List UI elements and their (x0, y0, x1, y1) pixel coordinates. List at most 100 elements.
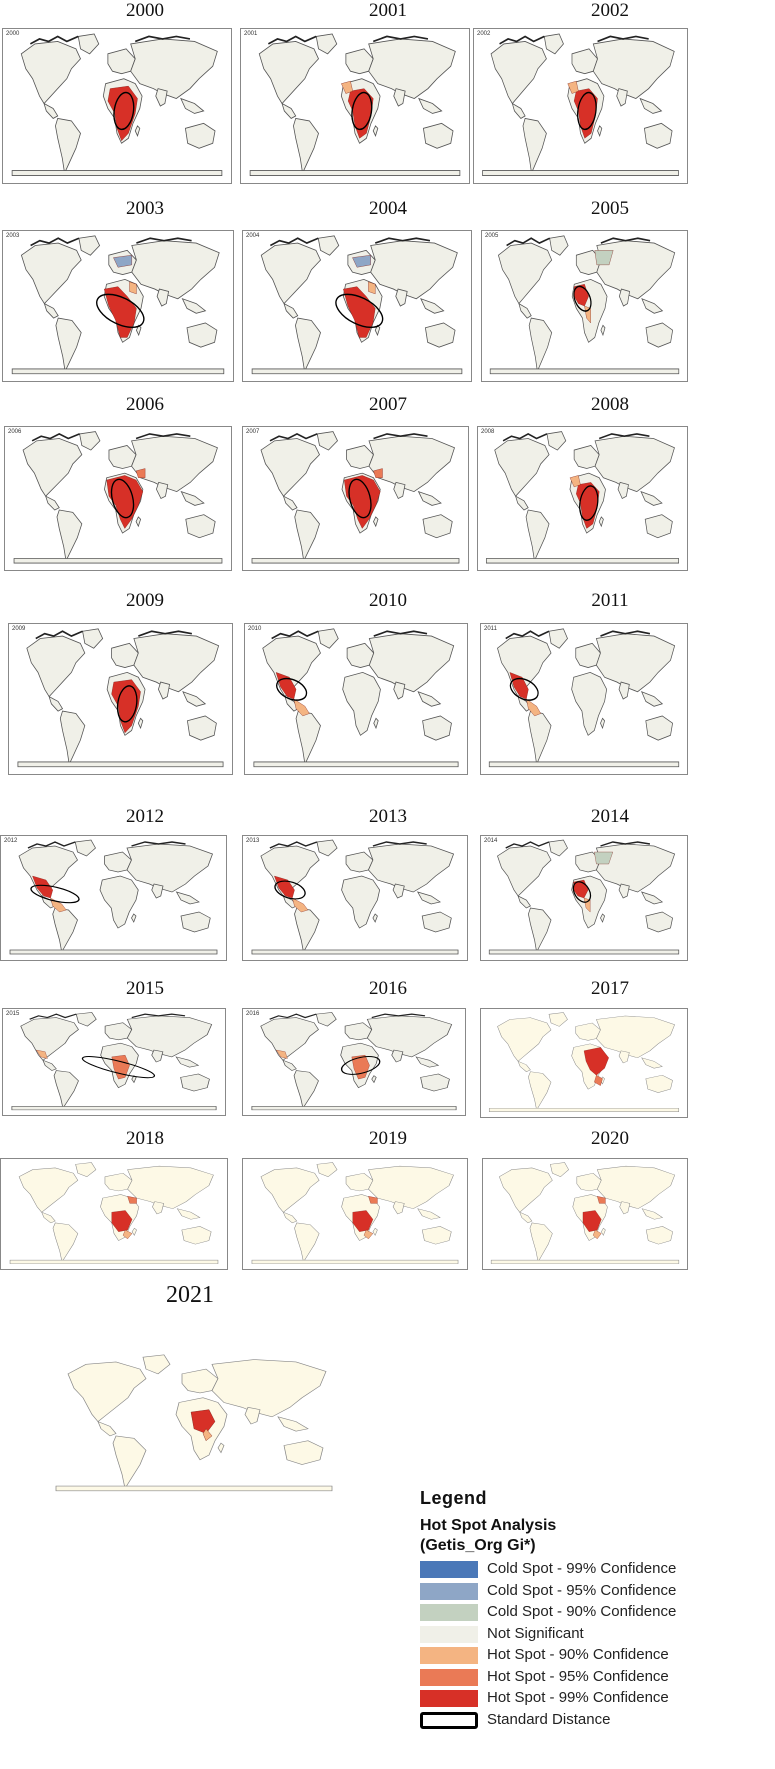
year-label: 2018 (126, 1128, 164, 1149)
world-map (9, 839, 218, 955)
land-camerica (282, 495, 298, 511)
hotspot-region (592, 1229, 602, 1240)
land-europe (346, 642, 375, 668)
land-camerica (517, 895, 531, 909)
land-antarctica (490, 1259, 680, 1264)
land-seasia (640, 891, 664, 905)
panel-year-caption: 2015 (6, 1011, 20, 1017)
land-greenland (82, 628, 104, 649)
land-europe (575, 249, 602, 275)
year-label: 2008 (591, 394, 629, 415)
hotspot-region (583, 1047, 609, 1076)
land-samerica (55, 117, 81, 175)
land-samerica (293, 117, 319, 175)
hotspot-region (113, 254, 132, 268)
land-india (618, 681, 630, 700)
land-camerica (282, 895, 298, 909)
land-antarctica (488, 949, 680, 955)
land-madagascar (137, 717, 144, 730)
hotspot-region (103, 286, 137, 338)
legend-items: Cold Spot - 99% Confidence Cold Spot - 95… (420, 1559, 770, 1749)
year-label: 2014 (591, 806, 629, 827)
land-camerica (282, 1059, 297, 1071)
land-antarctica (482, 170, 679, 176)
map-panel-2020 (482, 1158, 688, 1270)
land-antarctica (253, 761, 459, 768)
land-india (155, 88, 168, 107)
land-greenland (74, 839, 96, 857)
arctic-coastline (29, 1013, 186, 1020)
legend-item: Hot Spot - 95% Confidence (420, 1667, 760, 1687)
land-camerica (283, 302, 299, 319)
legend-swatch (420, 1561, 478, 1578)
land-antarctica (249, 170, 461, 176)
legend-item: Cold Spot - 95% Confidence (420, 1581, 760, 1601)
panel-year-caption: 2005 (485, 233, 499, 239)
land-asia (368, 435, 455, 493)
arctic-coastline (502, 433, 650, 442)
land-camerica (519, 1211, 533, 1224)
land-europe (104, 1022, 133, 1041)
legend-item: Standard Distance (420, 1710, 760, 1730)
land-samerica (294, 509, 320, 563)
arctic-coastline (505, 841, 651, 849)
arctic-coastline (31, 433, 191, 442)
land-greenland (78, 235, 101, 256)
land-africa (342, 671, 381, 736)
land-samerica (528, 907, 552, 954)
land-australia (184, 122, 216, 149)
land-camerica (43, 302, 59, 319)
land-namerica (494, 438, 550, 497)
world-map (488, 839, 680, 955)
land-greenland (315, 1012, 337, 1027)
legend-subtitle-method: (Getis_Org Gi*) (420, 1537, 536, 1554)
map-panel-2004: 2004 (242, 230, 472, 382)
year-label: 2009 (126, 590, 164, 611)
year-label: 2015 (126, 978, 164, 999)
year-label: 2020 (591, 1128, 629, 1149)
year-label: 2001 (369, 0, 407, 21)
arctic-coastline (270, 237, 431, 247)
panel-year-caption: 2002 (477, 31, 491, 37)
land-greenland (77, 33, 100, 55)
world-map (482, 33, 679, 176)
land-camerica (48, 695, 64, 712)
land-camerica (284, 695, 299, 712)
land-samerica (529, 1222, 553, 1263)
land-madagascar (374, 324, 381, 337)
world-map (251, 1012, 457, 1111)
hotspot-region (526, 698, 541, 717)
land-madagascar (601, 1227, 606, 1236)
land-seasia (641, 1208, 664, 1220)
land-seasia (418, 97, 443, 114)
hotspot-region (352, 254, 371, 268)
legend-label: Cold Spot - 90% Confidence (487, 1603, 677, 1620)
land-antarctica (55, 1485, 333, 1492)
year-label: 2017 (591, 978, 629, 999)
panel-year-caption: 2016 (246, 1011, 260, 1017)
legend-item: Hot Spot - 99% Confidence (420, 1688, 760, 1708)
land-europe (344, 1022, 373, 1041)
hotspot-region (129, 281, 137, 295)
land-europe (345, 1172, 374, 1192)
land-india (616, 88, 628, 107)
land-australia (645, 715, 673, 741)
year-label: 2016 (369, 978, 407, 999)
hotspot-region (111, 1210, 133, 1232)
standard-distance-ellipse (572, 881, 592, 903)
map-panel-2017 (480, 1008, 688, 1118)
hotspot-region (594, 1074, 603, 1086)
hotspot-region (343, 286, 376, 338)
panel-year-caption: 2003 (6, 233, 20, 239)
land-antarctica (489, 368, 680, 375)
world-map (253, 628, 459, 768)
hotspot-region (111, 679, 141, 734)
land-camerica (43, 102, 59, 119)
legend-subtitle: Hot Spot Analysis (420, 1517, 557, 1534)
land-samerica (55, 317, 82, 373)
land-samerica (112, 1435, 147, 1490)
hotspot-region (135, 468, 146, 478)
land-india (151, 1049, 164, 1063)
land-camerica (514, 495, 529, 511)
panel-year-caption: 2008 (481, 429, 495, 435)
